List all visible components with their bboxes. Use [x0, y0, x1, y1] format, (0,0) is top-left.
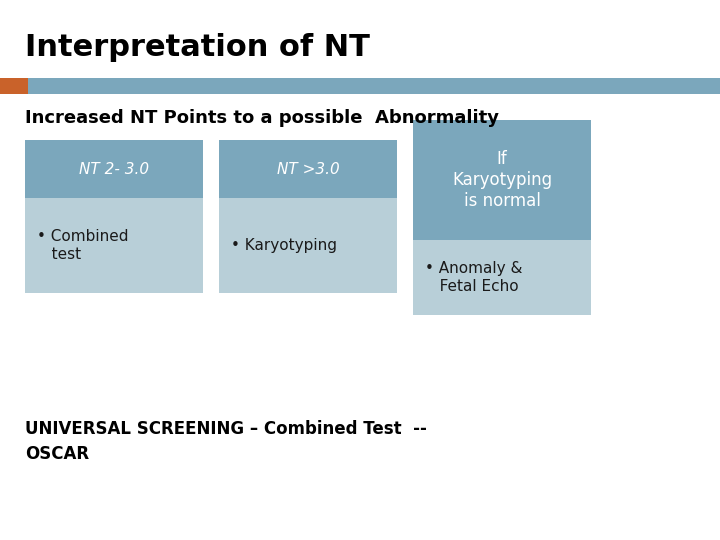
Bar: [413, 120, 591, 240]
Text: UNIVERSAL SCREENING – Combined Test  --
OSCAR: UNIVERSAL SCREENING – Combined Test -- O…: [25, 420, 427, 463]
Bar: [0, 78, 28, 94]
Text: NT 2- 3.0: NT 2- 3.0: [79, 161, 149, 177]
Bar: [25, 140, 203, 198]
Text: Interpretation of NT: Interpretation of NT: [25, 33, 370, 63]
Text: • Karyotyping: • Karyotyping: [231, 238, 337, 253]
Text: If
Karyotyping
is normal: If Karyotyping is normal: [452, 150, 552, 210]
Text: NT >3.0: NT >3.0: [276, 161, 339, 177]
Text: • Anomaly &
   Fetal Echo: • Anomaly & Fetal Echo: [425, 261, 523, 294]
Text: • Combined
   test: • Combined test: [37, 230, 128, 262]
Text: Increased NT Points to a possible  Abnormality: Increased NT Points to a possible Abnorm…: [25, 109, 499, 127]
Bar: [219, 140, 397, 198]
Bar: [25, 198, 203, 293]
Bar: [413, 240, 591, 315]
Bar: [219, 198, 397, 293]
Bar: [28, 78, 720, 94]
